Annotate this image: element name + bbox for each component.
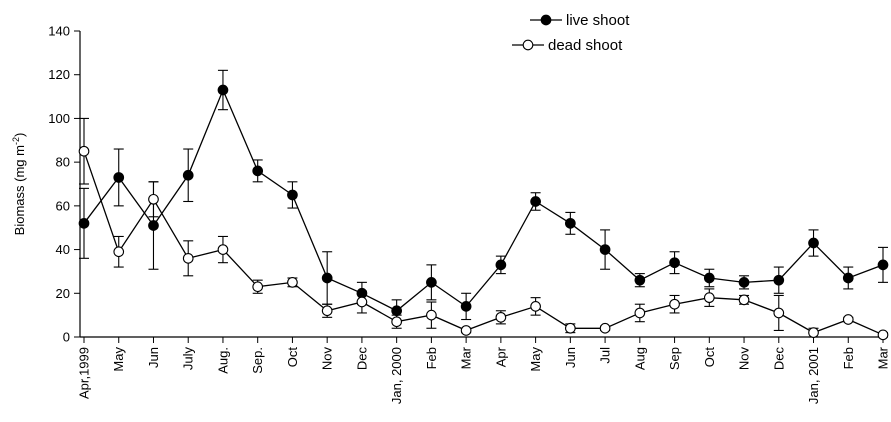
x-tick-label-14: Jun: [563, 347, 578, 368]
x-tick-label-3: July: [181, 347, 196, 371]
series-1-point-14: [564, 322, 576, 334]
series-0-point-10: [426, 277, 437, 288]
y-tick-label-80: 80: [56, 155, 70, 170]
x-tick-label-9: Jan, 2000: [389, 347, 404, 404]
legend-live-shoot-marker: [540, 14, 552, 26]
series-1-point-23: [877, 329, 889, 341]
series-0-point-21: [808, 237, 819, 249]
series-1-point-1: [113, 246, 125, 258]
x-tick-label-17: Sep: [667, 347, 682, 370]
x-tick-label-10: Feb: [424, 347, 439, 369]
series-0-point-1: [113, 172, 125, 183]
x-tick-label-2: Jun: [146, 347, 161, 368]
series-1-point-21: [808, 327, 819, 338]
y-axis-title: Biomass (mg m-2): [11, 133, 27, 236]
x-tick-label-12: Apr: [493, 346, 508, 367]
y-tick-label-120: 120: [48, 67, 70, 82]
series-0-point-9: [391, 305, 403, 317]
x-tick-label-6: Oct: [285, 347, 300, 368]
x-tick-label-16: Aug: [632, 347, 647, 370]
series-0-point-4: [217, 84, 229, 96]
series-1-point-9: [391, 316, 403, 328]
y-ticks: 0 20 40 60 80 100 120 140: [48, 24, 80, 345]
x-tick-label-23: Mar: [876, 346, 891, 369]
series-0-point-11: [460, 301, 472, 312]
axes: [79, 31, 885, 338]
y-tick-label-100: 100: [48, 111, 70, 126]
x-tick-label-0: Apr,1999: [77, 347, 92, 399]
x-tick-label-7: Nov: [320, 347, 335, 371]
series-0-point-22: [842, 272, 854, 284]
y-tick-label-0: 0: [63, 330, 70, 345]
series-0-point-17: [669, 257, 680, 269]
series-0-line: [83, 88, 884, 312]
series-0: [78, 69, 889, 323]
x-tick-label-19: Nov: [737, 347, 752, 371]
series-1: [78, 117, 889, 341]
y-axis-title-exponent: -2: [11, 137, 21, 145]
series-0-point-5: [252, 165, 264, 177]
series-1-point-10: [426, 309, 437, 321]
series-1-line: [83, 150, 884, 336]
series-0-point-16: [634, 274, 646, 286]
legend-dead-shoot-marker: [522, 39, 534, 51]
series-1-point-13: [530, 301, 541, 312]
series-1-point-8: [356, 296, 368, 308]
series-0-point-15: [599, 244, 611, 255]
x-tick-label-4: Aug.: [215, 347, 230, 374]
series-1-point-0: [78, 145, 90, 157]
series-1-point-11: [460, 325, 472, 336]
series-0-point-7: [321, 272, 333, 284]
x-tick-label-1: May: [111, 347, 126, 372]
x-tick-label-18: Oct: [702, 347, 717, 368]
x-tick-label-13: May: [528, 347, 543, 372]
series-1-point-5: [252, 281, 264, 293]
x-tick-label-8: Dec: [354, 347, 369, 371]
legend-live-shoot-label: live shoot: [566, 12, 630, 29]
series-1-point-2: [148, 193, 159, 205]
y-tick-label-60: 60: [56, 198, 70, 213]
series-1-point-3: [182, 252, 194, 264]
series-1-point-17: [669, 298, 680, 310]
series-0-point-0: [78, 217, 90, 229]
x-tick-label-11: Mar: [459, 346, 474, 369]
series-0-point-3: [182, 169, 194, 181]
series-0-point-13: [530, 196, 541, 207]
x-tick-label-15: Jul: [598, 347, 613, 364]
series-1-point-15: [599, 322, 611, 334]
series-0-point-19: [738, 277, 750, 288]
series-1-point-12: [495, 311, 507, 323]
series-1-point-4: [217, 244, 229, 255]
x-tick-label-21: Jan, 2001: [806, 347, 821, 404]
series-1-point-6: [287, 277, 298, 288]
series-1-point-7: [321, 305, 333, 317]
y-tick-label-140: 140: [48, 24, 70, 39]
series-0-point-20: [773, 274, 785, 286]
legend: live shoot dead shoot: [512, 12, 630, 54]
series-0-point-6: [287, 189, 298, 201]
x-ticks: Apr,1999 May Jun July Aug. Sep. Oct Nov Dec Jan, …: [77, 337, 891, 404]
y-tick-label-20: 20: [56, 286, 70, 301]
y-tick-label-40: 40: [56, 242, 70, 257]
series-layer: [78, 69, 889, 341]
series-1-point-19: [738, 294, 750, 306]
x-tick-label-22: Feb: [841, 347, 856, 369]
series-0-point-18: [703, 272, 715, 284]
legend-dead-shoot-label: dead shoot: [548, 37, 623, 54]
x-tick-label-5: Sep.: [250, 347, 265, 374]
series-0-point-14: [564, 217, 576, 229]
series-1-point-20: [773, 307, 785, 319]
x-tick-label-20: Dec: [771, 347, 786, 371]
series-1-point-18: [703, 292, 715, 304]
series-0-point-12: [495, 259, 507, 271]
series-1-point-16: [634, 307, 646, 319]
series-0-point-2: [148, 220, 159, 231]
series-1-point-22: [842, 314, 854, 325]
series-0-point-23: [877, 259, 889, 271]
